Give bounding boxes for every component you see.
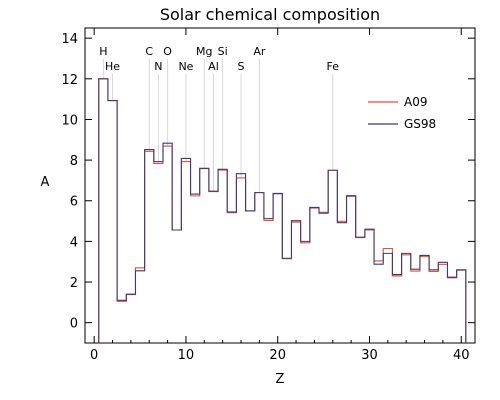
- y-tick-label: 6: [70, 195, 78, 210]
- legend-label: A09: [404, 95, 427, 109]
- plot-frame: [84, 27, 476, 344]
- y-tick-label: 0: [70, 317, 78, 332]
- x-tick-label: 30: [361, 348, 378, 363]
- element-label: Al: [208, 60, 219, 73]
- y-axis: 0 2 4 6 8 10 12 14: [61, 32, 475, 332]
- x-tick-label: 40: [453, 348, 470, 363]
- x-tick-label: 0: [90, 348, 98, 363]
- element-label: N: [154, 60, 162, 73]
- x-axis: 0 10 20 30 40: [90, 28, 470, 363]
- y-axis-label: A: [41, 175, 50, 190]
- x-tick-label: 10: [178, 348, 195, 363]
- y-tick-label: 4: [70, 235, 78, 250]
- y-tick-label: 14: [61, 32, 78, 47]
- element-label: Ne: [178, 60, 193, 73]
- element-label: H: [99, 45, 107, 58]
- element-label: S: [238, 60, 245, 73]
- x-tick-label: 20: [269, 348, 286, 363]
- y-tick-label: 12: [61, 73, 78, 88]
- legend: A09 GS98: [368, 95, 436, 131]
- x-axis-label: Z: [276, 372, 285, 387]
- y-tick-label: 8: [70, 154, 78, 169]
- element-label: Mg: [196, 45, 212, 58]
- y-tick-label: 10: [61, 113, 78, 128]
- element-label: O: [163, 45, 172, 58]
- series-line-gs98: [98, 78, 467, 343]
- element-label: Si: [218, 45, 228, 58]
- chart-title: Solar chemical composition: [160, 5, 380, 24]
- y-tick-label: 2: [70, 276, 78, 291]
- element-label: He: [105, 60, 120, 73]
- series-layer: [98, 78, 467, 343]
- element-label: Fe: [327, 60, 340, 73]
- element-marker-lines: [102, 59, 334, 193]
- element-label: C: [145, 45, 153, 58]
- element-label: Ar: [253, 45, 266, 58]
- legend-label: GS98: [404, 117, 436, 131]
